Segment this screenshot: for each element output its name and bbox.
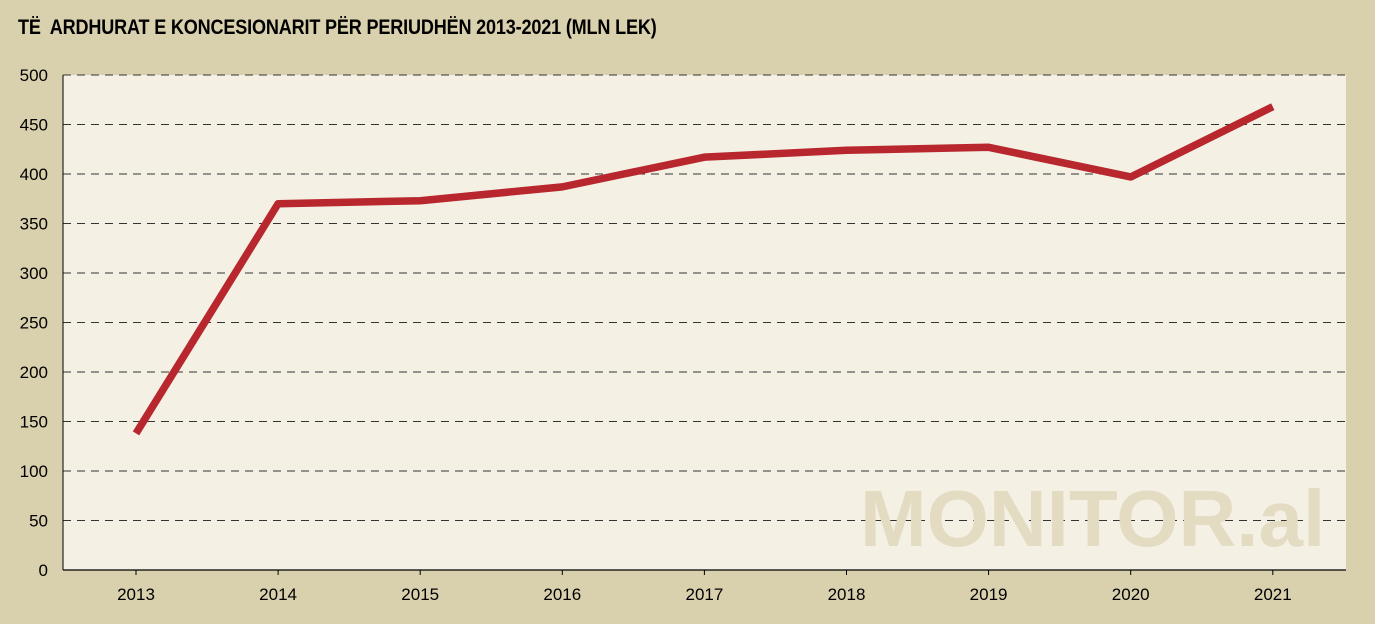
- chart-title: TË ARDHURAT E KONCESIONARIT PËR PERIUDHË…: [18, 16, 657, 39]
- x-tick-label: 2019: [970, 585, 1008, 604]
- x-tick-label: 2015: [401, 585, 439, 604]
- x-tick-label: 2020: [1112, 585, 1150, 604]
- x-tick-label: 2013: [117, 585, 155, 604]
- x-axis: 2013 2014 2015 2016 2017 2018 2019 2020 2021: [62, 75, 1346, 604]
- series-group: [132, 103, 1275, 436]
- y-tick-label: 200: [20, 363, 48, 382]
- y-tick-label: 250: [20, 314, 48, 333]
- y-tick-label: 500: [20, 66, 48, 85]
- y-axis: 0 50 100 150 200 250 300 350 400 450 500: [20, 66, 48, 580]
- y-tick-label: 300: [20, 264, 48, 283]
- y-tick-label: 50: [29, 512, 48, 531]
- x-tick-label: 2018: [828, 585, 866, 604]
- x-tick-label: 2016: [543, 585, 581, 604]
- x-tick-label: 2021: [1254, 585, 1292, 604]
- y-tick-label: 0: [39, 561, 48, 580]
- watermark: MONITOR.al: [860, 474, 1325, 563]
- x-tick-label: 2017: [685, 585, 723, 604]
- y-tick-label: 150: [20, 413, 48, 432]
- x-tick-label: 2014: [259, 585, 297, 604]
- y-tick-label: 350: [20, 215, 48, 234]
- y-tick-label: 100: [20, 462, 48, 481]
- y-tick-label: 400: [20, 165, 48, 184]
- y-tick-label: 450: [20, 116, 48, 135]
